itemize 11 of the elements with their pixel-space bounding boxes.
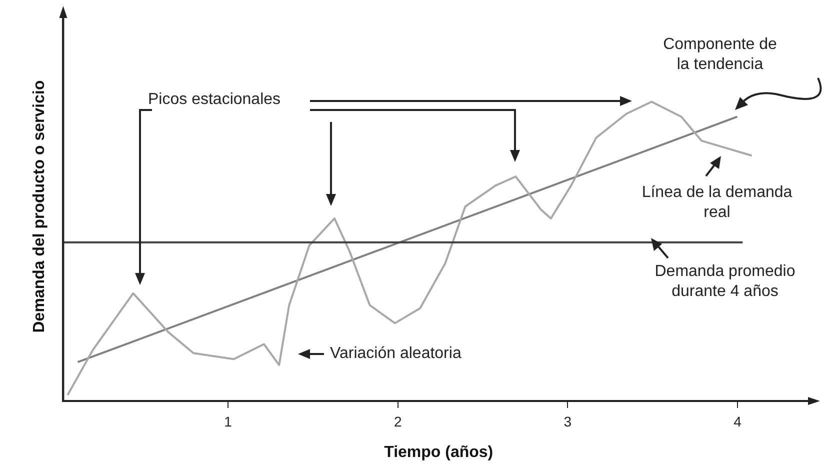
annotation: Picos estacionales <box>148 90 281 110</box>
ref-line-label: Demanda promedio durante 4 años <box>654 262 796 302</box>
annotation: Variación aleatoria <box>330 344 462 364</box>
x-tick-label: 1 <box>224 413 232 430</box>
x-tick-label: 4 <box>734 413 742 430</box>
x-tick-label: 2 <box>394 413 402 430</box>
text: Componente de la tendencia <box>662 35 778 75</box>
x-tick-label: 3 <box>564 413 572 430</box>
y-axis-title: Demanda del producto o servicio <box>31 80 48 333</box>
annotation: Línea de la demanda real <box>640 183 794 223</box>
x-axis-title: Tiempo (años) <box>384 444 494 461</box>
